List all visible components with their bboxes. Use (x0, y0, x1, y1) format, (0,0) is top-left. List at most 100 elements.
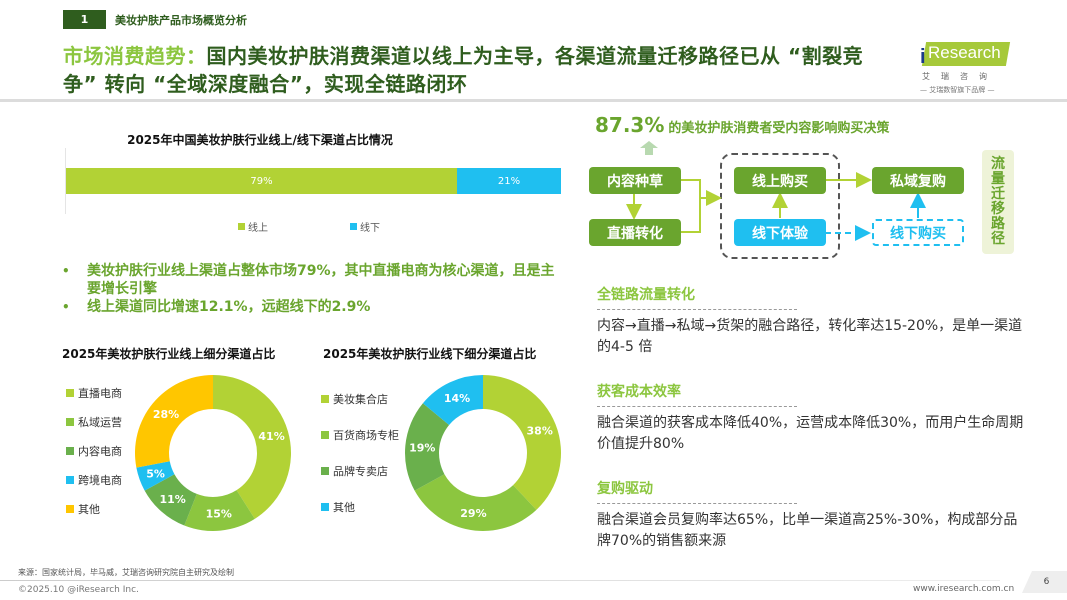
vertical-label-char: 路 (991, 216, 1005, 232)
bar-label-offline: 21% (497, 175, 521, 187)
iresearch-logo: i Research 艾瑞咨询 — 艾瑞数智旗下品牌 — (918, 42, 1011, 97)
donut-slice-label: 28% (153, 408, 179, 421)
headline-value: 87.3% (595, 113, 665, 137)
donut-slice (483, 375, 561, 510)
legend-label: 线上 (248, 223, 268, 234)
logo-tagline: — 艾瑞数智旗下品牌 — (920, 86, 995, 94)
logo-brand: Research (928, 43, 1001, 62)
page-title-rest: 国内美妆护肤消费渠道以线上为主导，各渠道流量迁移路径已从 “割裂竞争” 转向 “… (63, 44, 864, 96)
donut-offline-chart: 38% 29% 19% 14% (405, 375, 561, 531)
logo-prefix: i (920, 46, 926, 68)
donut-offline-title: 2025年美妆护肤行业线下细分渠道占比 (323, 347, 537, 361)
legend-swatch-icon (321, 395, 329, 403)
omnichannel-purchase-group (720, 153, 840, 259)
legend-item: 美妆集合店 (321, 391, 388, 407)
donut-online-chart: 41% 15% 11% 5% 28% (135, 375, 291, 531)
info-heading: 获客成本效率 (597, 384, 681, 400)
donut-slice (422, 375, 483, 425)
bar-segment-online: 79% (66, 168, 458, 194)
donut-slice-label: 38% (527, 425, 553, 438)
legend-item: 百货商场专柜 (321, 427, 399, 443)
legend-label: 百货商场专柜 (333, 429, 399, 442)
donut-slice-label: 5% (146, 468, 165, 481)
page-title-highlight: 市场消费趋势： (63, 44, 207, 68)
legend-label: 跨境电商 (78, 474, 122, 487)
donut-slice (135, 375, 213, 468)
page-number: 6 (1022, 571, 1067, 593)
donut-slice-label: 41% (258, 430, 284, 443)
donut-slice (405, 403, 450, 491)
bullet-text: 线上渠道同比增速12.1%，远超线下的2.9% (87, 299, 371, 315)
donut-slice (184, 490, 255, 531)
legend-swatch-icon (321, 503, 329, 511)
legend-label: 其他 (78, 503, 100, 516)
vertical-label-char: 量 (991, 171, 1005, 187)
legend-swatch-icon (321, 467, 329, 475)
info-section-acquisition-cost: 获客成本效率 融合渠道的获客成本降低40%，运营成本降低30%，而用户生命周期价… (597, 381, 1027, 455)
flow-node-offline-experience: 线下体验 (734, 219, 826, 246)
donut-slice-label: 29% (460, 507, 486, 520)
bar-segment-offline: 21% (457, 168, 561, 194)
bar-chart-title: 2025年中国美妆护肤行业线上/线下渠道占比情况 (127, 133, 393, 147)
logo-cn-name: 艾瑞咨询 (922, 72, 998, 81)
info-heading: 复购驱动 (597, 481, 653, 497)
flow-node-offline-purchase: 线下购买 (872, 219, 964, 246)
footer-divider (0, 580, 1000, 581)
source-note: 来源：国家统计局，毕马威，艾瑞咨询研究院自主研究及绘制 (18, 568, 234, 577)
legend-label: 直播电商 (78, 387, 122, 400)
legend-label: 美妆集合店 (333, 393, 388, 406)
bar-chart-axis (65, 148, 66, 214)
traffic-migration-path-label: 流量迁移路径 (982, 150, 1014, 254)
bullet-item: • 线上渠道同比增速12.1%，远超线下的2.9% (62, 298, 562, 316)
flow-node-live-conversion: 直播转化 (589, 219, 681, 246)
info-divider (597, 309, 797, 310)
legend-swatch-icon (66, 476, 74, 484)
legend-label: 线下 (360, 223, 380, 234)
legend-item: 私域运营 (66, 414, 122, 430)
bullet-item: • 美妆护肤行业线上渠道占整体市场79%，其中直播电商为核心渠道，且是主要增长引… (62, 262, 562, 298)
legend-item: 内容电商 (66, 443, 122, 459)
donut-slice-label: 15% (206, 508, 232, 521)
donut-slice (136, 461, 175, 491)
legend-item-online: 线上 (238, 219, 268, 234)
legend-item: 直播电商 (66, 385, 122, 401)
legend-label: 私域运营 (78, 416, 122, 429)
website-link[interactable]: www.iresearch.com.cn (913, 584, 1015, 594)
info-section-repurchase: 复购驱动 融合渠道会员复购率达65%，比单一渠道高25%-30%，构成部分品牌7… (597, 478, 1027, 552)
legend-item-offline: 线下 (350, 219, 380, 234)
donut-online-title: 2025年美妆护肤行业线上细分渠道占比 (62, 347, 276, 361)
vertical-label-char: 径 (991, 231, 1005, 247)
bar-label-online: 79% (250, 175, 273, 187)
up-arrow-stem (645, 148, 653, 155)
info-section-full-chain: 全链路流量转化 内容→直播→私域→货架的融合路径，转化率达15-20%，是单一渠… (597, 284, 1027, 358)
stacked-bar: 79% 21% (66, 168, 561, 194)
flow-node-content-seeding: 内容种草 (589, 167, 681, 194)
bullet-icon: • (62, 300, 70, 314)
legend-item: 其他 (66, 501, 100, 517)
info-divider (597, 406, 797, 407)
legend-swatch-icon (66, 389, 74, 397)
donut-slice (144, 474, 197, 526)
donut-slice (213, 375, 291, 519)
legend-label: 其他 (333, 501, 355, 514)
bullet-icon: • (62, 264, 70, 278)
donut-slice (414, 474, 537, 531)
legend-item: 跨境电商 (66, 472, 122, 488)
copyright: ©2025.10 @iResearch Inc. (18, 585, 139, 595)
page-title: 市场消费趋势：国内美妆护肤消费渠道以线上为主导，各渠道流量迁移路径已从 “割裂竞… (63, 42, 883, 98)
up-arrow-icon (640, 141, 658, 148)
vertical-label-char: 流 (991, 156, 1005, 172)
legend-swatch-icon (66, 505, 74, 513)
section-number: 1 (63, 10, 106, 29)
donut-slice-label: 14% (444, 392, 470, 405)
bullet-text: 美妆护肤行业线上渠道占整体市场79%，其中直播电商为核心渠道，且是主要增长引擎 (87, 263, 555, 297)
info-text: 融合渠道的获客成本降低40%，运营成本降低30%，而用户生命周期价值提升80% (597, 415, 1024, 452)
vertical-label-char: 迁 (991, 186, 1005, 202)
section-title: 美妆护肤产品市场概览分析 (115, 14, 247, 27)
flow-node-private-repurchase: 私域复购 (872, 167, 964, 194)
legend-swatch-icon (66, 418, 74, 426)
legend-label: 内容电商 (78, 445, 122, 458)
flow-connectors (626, 172, 926, 241)
donut-slice-label: 11% (159, 493, 185, 506)
legend-swatch-icon (238, 223, 245, 230)
